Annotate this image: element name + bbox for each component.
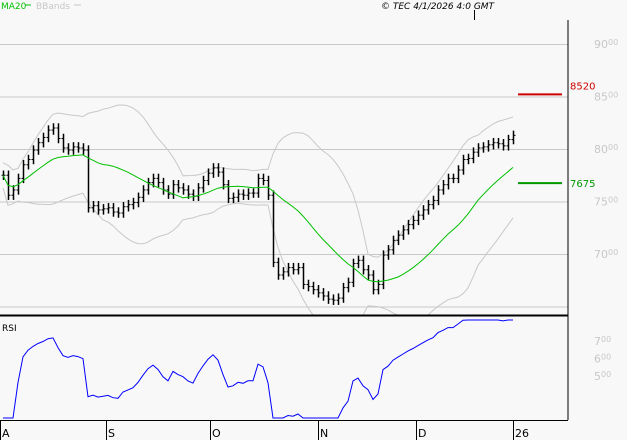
copyright: © TEC 4/1/2026 4:0 GMT: [381, 2, 496, 12]
ma20-path: [2, 154, 514, 283]
price-tick-decimals: 00: [608, 91, 618, 100]
price-tick-decimals: 00: [608, 38, 618, 47]
price-tick-label: 8000: [594, 143, 618, 156]
date-label: A: [2, 427, 10, 440]
level-label: 7675: [570, 179, 595, 190]
date-axis: A S O N D 26: [0, 421, 529, 440]
price-levels: 8520 7675: [518, 81, 595, 190]
price-tick-decimals: 00: [608, 248, 618, 257]
legend-bbands: BBands: [36, 2, 70, 12]
lower-band: [2, 187, 514, 316]
rsi-tick-decimals: 00: [601, 353, 611, 362]
price-tick-label: 7000: [594, 248, 618, 261]
rsi-panel: 700 600 500: [3, 319, 611, 419]
level-label: 8520: [570, 81, 595, 92]
date-label: D: [418, 427, 426, 440]
price-tick-decimals: 00: [608, 143, 618, 152]
rsi-tick-label: 500: [594, 370, 611, 383]
ma20-line: [2, 154, 514, 283]
date-label: 26: [515, 427, 529, 440]
bollinger-bands: [2, 104, 514, 316]
price-tick-decimals: 00: [608, 196, 618, 205]
rsi-tick-label: 700: [594, 335, 611, 348]
date-label: O: [212, 427, 221, 440]
rsi-tick-decimals: 00: [601, 370, 611, 379]
price-tick-label: 9000: [594, 38, 618, 51]
price-tick-label: 7500: [594, 196, 618, 209]
rsi-tick-decimals: 00: [601, 335, 611, 344]
price-tick-label: 8500: [594, 91, 618, 104]
grid-lines: [0, 44, 568, 308]
price-axis: 9000 8500 8000 7500 7000: [594, 38, 618, 261]
price-bars: [1, 123, 516, 305]
upper-band: [2, 104, 514, 258]
rsi-tick-label: 600: [594, 353, 611, 366]
legend-ma20: MA20: [1, 2, 27, 12]
rsi-label: RSI: [2, 324, 17, 334]
date-label: S: [108, 427, 115, 440]
rsi-line: [3, 319, 513, 419]
date-label: N: [320, 427, 328, 440]
